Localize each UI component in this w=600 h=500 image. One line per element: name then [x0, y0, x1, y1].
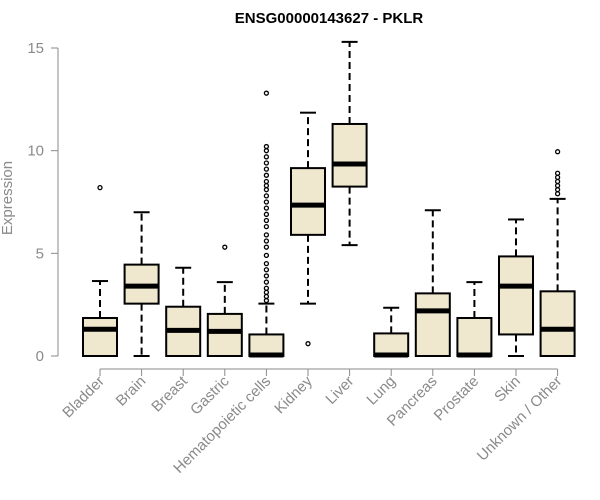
x-tick-label: Kidney [271, 372, 316, 417]
outlier-point [97, 184, 103, 191]
boxes [82, 40, 576, 358]
box-gastric [206, 281, 243, 358]
box-body [414, 292, 451, 357]
box-body [331, 122, 368, 188]
outlier-point [305, 341, 311, 347]
x-tick-label: Prostate [431, 373, 483, 425]
x-tick-label: Lung [363, 373, 399, 409]
box-body [539, 290, 576, 358]
outlier-point [554, 187, 561, 193]
outlier-point [263, 211, 270, 217]
box-hematopoietic-cells [248, 302, 285, 358]
box-liver [331, 40, 368, 247]
box-brain [123, 211, 160, 357]
outlier-point [263, 182, 270, 189]
outlier-point [263, 260, 270, 267]
outlier-point [263, 252, 270, 259]
outliers [97, 90, 561, 347]
box-lung [373, 306, 410, 358]
outlier-point [263, 143, 270, 150]
box-bladder [82, 280, 118, 358]
outlier-point [263, 273, 270, 279]
box-skin [498, 218, 534, 357]
box-body [456, 317, 493, 358]
chart-title: ENSG00000143627 - PKLR [235, 10, 424, 27]
outlier-point [263, 148, 270, 154]
outlier-point [222, 244, 228, 250]
outlier-point [263, 187, 270, 193]
outlier-point [554, 170, 561, 176]
outlier-point [263, 166, 270, 172]
x-tick-label: Skin [491, 373, 524, 406]
box-body [498, 255, 534, 336]
outlier-point [263, 172, 270, 178]
outlier-point [263, 289, 270, 295]
y-tick-label: 5 [36, 245, 44, 262]
outlier-point [263, 90, 270, 96]
outlier-point [554, 182, 561, 189]
x-tick-label: Breast [148, 372, 191, 415]
y-axis-label: Expression [0, 161, 16, 235]
box-pancreas [414, 209, 451, 357]
box-kidney [290, 111, 326, 305]
x-tick-label: Liver [322, 373, 357, 408]
outlier-point [263, 297, 270, 304]
box-body [82, 317, 118, 358]
outlier-point [554, 149, 561, 155]
axes: 0 5 10 15 [27, 40, 559, 376]
x-tick-label: Brain [113, 373, 150, 410]
box-breast [165, 266, 202, 357]
y-tick-label: 0 [36, 348, 44, 365]
outlier-point [263, 285, 270, 291]
outlier-point [263, 238, 270, 244]
outlier-point [554, 191, 561, 197]
y-tick-label: 10 [27, 143, 44, 160]
outlier-point [263, 205, 270, 211]
outlier-point [263, 279, 270, 285]
y-tick-label: 15 [27, 40, 44, 57]
box-prostate [456, 281, 493, 358]
outlier-point [263, 217, 270, 224]
box-unknown-other [539, 197, 576, 358]
outlier-point [263, 199, 270, 205]
x-tick-label: Bladder [59, 373, 108, 422]
outlier-point [263, 154, 270, 160]
outlier-point [263, 178, 270, 185]
box-body [290, 167, 326, 236]
outlier-point [263, 223, 270, 230]
box-body [206, 312, 243, 358]
outlier-point [554, 178, 561, 185]
outlier-point [263, 193, 270, 199]
outlier-point [554, 174, 561, 181]
outlier-point [263, 293, 270, 300]
outlier-point [263, 160, 270, 166]
outlier-point [263, 232, 270, 238]
outlier-point [263, 244, 270, 250]
outlier-point [263, 267, 270, 273]
